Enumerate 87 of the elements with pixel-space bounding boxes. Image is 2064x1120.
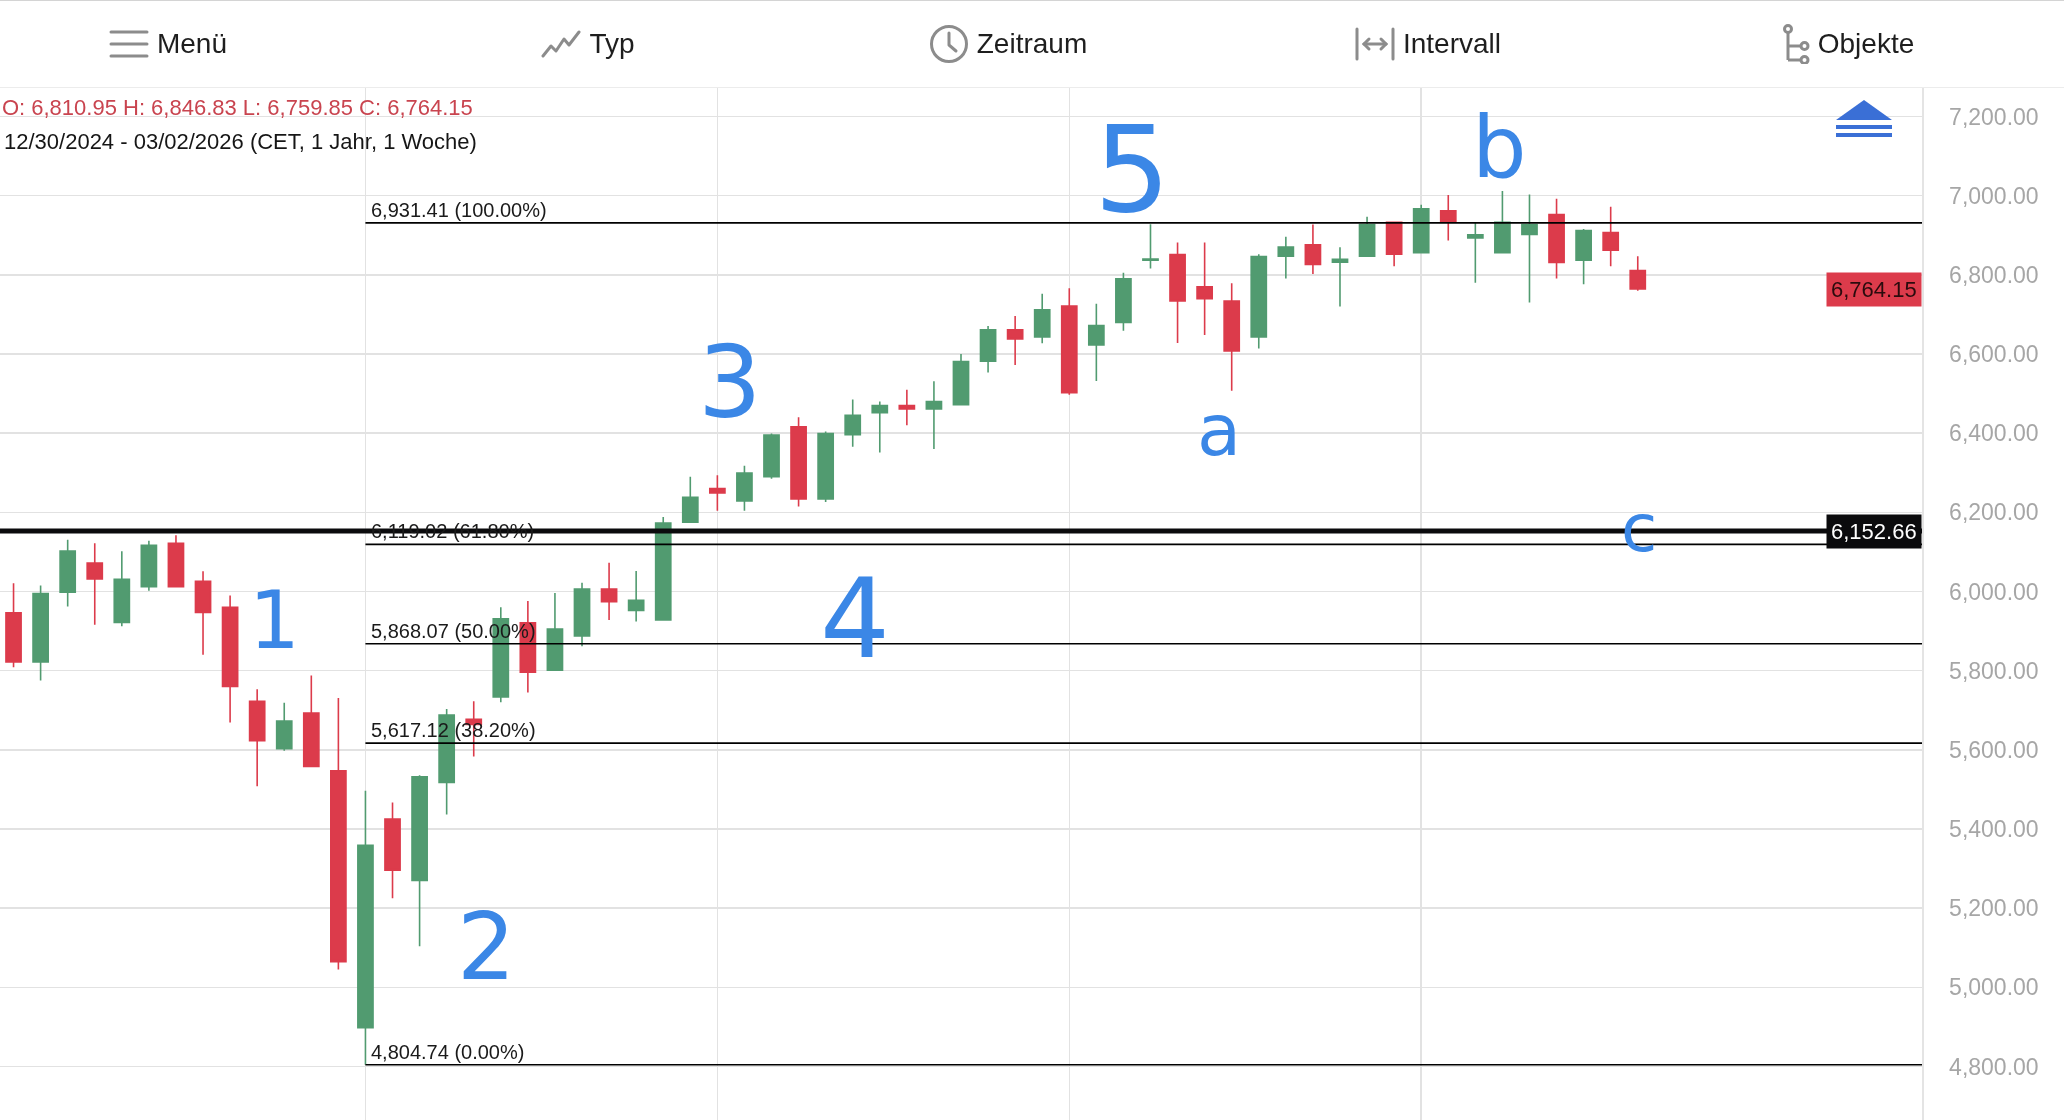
candlestick — [763, 432, 780, 480]
candlestick — [1629, 255, 1647, 292]
chart-title: O: 6,810.95 H: 6,846.83 L: 6,759.85 C: 6,764.15 — [1, 95, 473, 121]
candlestick — [1602, 205, 1620, 267]
annotation: b — [1472, 97, 1527, 197]
y-tick-label: 5,800.00 — [1949, 657, 2039, 684]
candlestick — [140, 540, 158, 592]
candlestick — [1304, 223, 1322, 275]
candlestick — [194, 570, 212, 656]
y-tick-label: 6,400.00 — [1949, 420, 2039, 447]
candlestick — [1006, 315, 1024, 366]
ref-line-label: 6,119.02 (61.80%) — [371, 520, 535, 542]
candlestick — [5, 582, 22, 668]
candlestick — [1223, 282, 1241, 392]
candlestick — [681, 475, 699, 524]
y-tick-label: 5,600.00 — [1949, 736, 2039, 763]
y-tick-label: 6,000.00 — [1949, 578, 2039, 605]
candlestick — [221, 594, 239, 724]
y-tick-label: 7,200.00 — [1949, 103, 2039, 130]
candlestick — [736, 464, 753, 512]
candlestick — [871, 400, 889, 454]
ref-line-label: 6,931.41 (100.00%) — [371, 199, 547, 221]
ref-line-label: 6,152.66 — [1831, 519, 1917, 544]
candlestick — [275, 701, 293, 752]
candlestick — [898, 388, 916, 427]
candlestick — [411, 774, 428, 948]
candlestick — [1196, 241, 1214, 336]
candlestick — [32, 584, 49, 682]
text: Intervall — [1402, 28, 1502, 60]
candlestick — [1358, 215, 1376, 258]
candlestick — [1575, 228, 1592, 286]
candlestick — [573, 582, 591, 647]
candlestick — [1548, 198, 1565, 280]
candlestick — [1277, 236, 1295, 280]
candlestick — [817, 430, 835, 503]
candlestick — [302, 674, 320, 769]
candlestick — [1521, 193, 1538, 304]
y-tick-label: 6,200.00 — [1949, 499, 2039, 526]
candlestick — [600, 561, 618, 621]
candlestick — [952, 353, 970, 407]
candlestick — [1033, 293, 1051, 345]
text: Objekte — [1817, 28, 1915, 60]
y-tick-label: 7,000.00 — [1949, 182, 2039, 209]
candlestick — [654, 516, 672, 622]
candlestick — [708, 474, 726, 512]
text: Menü — [156, 28, 228, 60]
text: Zeitraum — [976, 28, 1088, 60]
y-tick-label: 4,800.00 — [1949, 1053, 2039, 1080]
text: 12/30/2024 - 03/02/2026 (CET, 1 Jahr, 1 Woche) — [4, 129, 477, 154]
candlestick — [167, 534, 185, 589]
candlestick — [790, 416, 807, 508]
candlestick — [844, 398, 862, 448]
candlestick — [384, 801, 401, 900]
candlestick — [1250, 253, 1268, 350]
candlestick — [979, 325, 997, 374]
y-tick-label: 6,800.00 — [1949, 261, 2039, 288]
y-tick-label: 5,000.00 — [1949, 974, 2039, 1001]
annotation: 3 — [698, 324, 762, 441]
candlestick — [925, 380, 943, 450]
candlestick — [1385, 220, 1403, 267]
candlestick — [330, 697, 347, 971]
candlestick — [1087, 302, 1105, 382]
text: Typ — [589, 28, 635, 60]
annotation: 5 — [1094, 100, 1171, 239]
candlestick — [1466, 221, 1484, 284]
annotation: a — [1197, 388, 1242, 472]
y-tick-label: 5,200.00 — [1949, 895, 2039, 922]
candlestick — [1142, 223, 1159, 270]
candlestick — [113, 550, 131, 628]
annotation: 1 — [249, 574, 300, 667]
candlestick — [1169, 241, 1186, 344]
candlestick — [627, 570, 645, 623]
candlestick — [59, 538, 77, 608]
candlestick — [1412, 203, 1430, 254]
candlestick — [1115, 272, 1132, 332]
ref-line-label: 4,804.74 (0.00%) — [371, 1041, 525, 1063]
y-tick-label: 6,600.00 — [1949, 341, 2039, 368]
candlestick — [1439, 194, 1457, 242]
candlestick — [248, 688, 266, 788]
y-tick-label: 5,400.00 — [1949, 816, 2039, 843]
candlestick — [1494, 190, 1511, 254]
annotation: 6,764.15 — [1831, 277, 1917, 302]
candlestick — [86, 542, 104, 626]
candlestick — [546, 592, 564, 672]
annotation: 2 — [457, 894, 516, 1001]
candlestick — [1060, 287, 1078, 396]
candlestick — [1331, 246, 1349, 308]
